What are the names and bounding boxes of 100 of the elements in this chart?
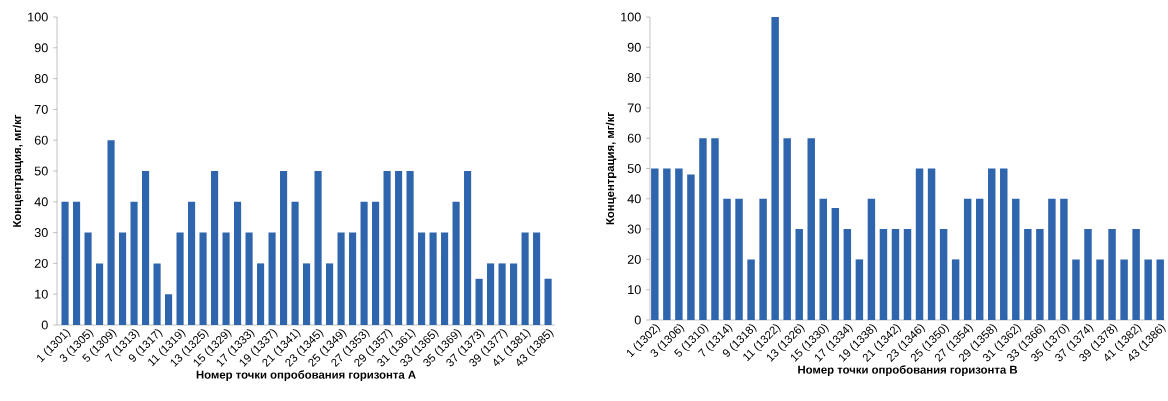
bar (939, 229, 948, 320)
bar (475, 278, 483, 325)
bar (84, 232, 92, 325)
bar (395, 171, 403, 325)
bar (699, 138, 707, 320)
bar (891, 229, 900, 320)
bar (95, 263, 104, 325)
y-tick-label: 70 (34, 104, 48, 114)
bar (1060, 198, 1068, 320)
y-tick-label: 100 (28, 12, 48, 22)
y-tick-label: 10 (628, 285, 641, 295)
y-tick-label: 10 (35, 289, 48, 299)
bar (1072, 259, 1080, 320)
bar (452, 201, 460, 325)
bar (915, 168, 924, 320)
bar (349, 232, 357, 325)
bar (533, 232, 541, 325)
y-tick-label: 50 (627, 164, 641, 173)
bar (951, 259, 960, 320)
bar (245, 232, 253, 325)
y-tick-label: 0 (634, 315, 641, 325)
bar (988, 168, 996, 320)
bar (130, 201, 138, 325)
y-tick-label: 30 (34, 228, 48, 238)
bar (498, 263, 506, 325)
y-axis-title: Концентрация, мг/кг (12, 114, 24, 227)
bar (843, 229, 852, 320)
bar (759, 198, 767, 320)
bar (879, 229, 888, 320)
bar (326, 263, 334, 325)
bar (211, 171, 219, 325)
bar (372, 201, 380, 325)
y-tick-label: 80 (34, 74, 48, 84)
bar (1108, 229, 1116, 320)
bar (199, 232, 207, 325)
bar (510, 263, 518, 325)
bar (1120, 259, 1128, 320)
bar (268, 232, 276, 325)
bar (1012, 198, 1020, 320)
y-tick-label: 50 (34, 166, 48, 176)
y-tick-label: 30 (627, 224, 641, 234)
bar (418, 232, 426, 325)
bar (521, 232, 529, 325)
x-axis-title: Номер точки опробования горизонта B (798, 365, 1018, 376)
bar (975, 198, 984, 320)
bar (314, 171, 322, 325)
bar (723, 198, 731, 320)
bar (61, 201, 69, 325)
bar (735, 198, 743, 320)
bar (1036, 229, 1044, 320)
bar (927, 168, 936, 320)
bar (544, 278, 552, 325)
bar (176, 232, 184, 325)
bar (1024, 229, 1032, 320)
bar (303, 263, 311, 325)
bar (687, 174, 695, 320)
y-tick-label: 60 (34, 135, 48, 145)
y-tick-label: 90 (627, 42, 641, 52)
bar (257, 263, 265, 325)
bar (464, 171, 472, 325)
bar (234, 201, 242, 325)
bar (406, 171, 414, 325)
bar (1096, 259, 1104, 320)
bar (222, 232, 230, 325)
bar (747, 259, 755, 320)
bar (807, 138, 815, 320)
bar (819, 198, 828, 320)
bar (429, 232, 437, 325)
bar (383, 171, 391, 325)
y-tick-label: 60 (627, 133, 641, 143)
bar (280, 171, 288, 325)
y-tick-label: 0 (41, 320, 48, 330)
bar (142, 171, 150, 325)
y-tick-label: 100 (621, 12, 641, 22)
y-tick-label: 70 (627, 103, 641, 113)
bar (663, 168, 671, 320)
bar (441, 232, 449, 325)
bar (1000, 168, 1008, 320)
bar (783, 138, 791, 320)
bar (675, 168, 683, 320)
bar (165, 294, 173, 325)
bar (1156, 259, 1164, 320)
bar (119, 232, 127, 325)
bar (337, 232, 345, 325)
y-tick-label: 20 (34, 258, 48, 268)
bar (360, 201, 368, 325)
bar (867, 198, 876, 320)
y-tick-label: 90 (34, 43, 48, 53)
bar (831, 207, 840, 320)
y-tick-label: 40 (34, 197, 48, 207)
bar (188, 201, 196, 325)
bar (1084, 229, 1092, 320)
x-axis-title: Номер точки опробования горизонта A (196, 370, 416, 381)
bar (487, 263, 495, 325)
bar (903, 229, 912, 320)
bar (771, 17, 779, 320)
y-axis-title: Концентрация, мг/кг (605, 112, 617, 225)
bar (72, 201, 81, 325)
bar (291, 201, 299, 325)
bar (855, 259, 864, 320)
